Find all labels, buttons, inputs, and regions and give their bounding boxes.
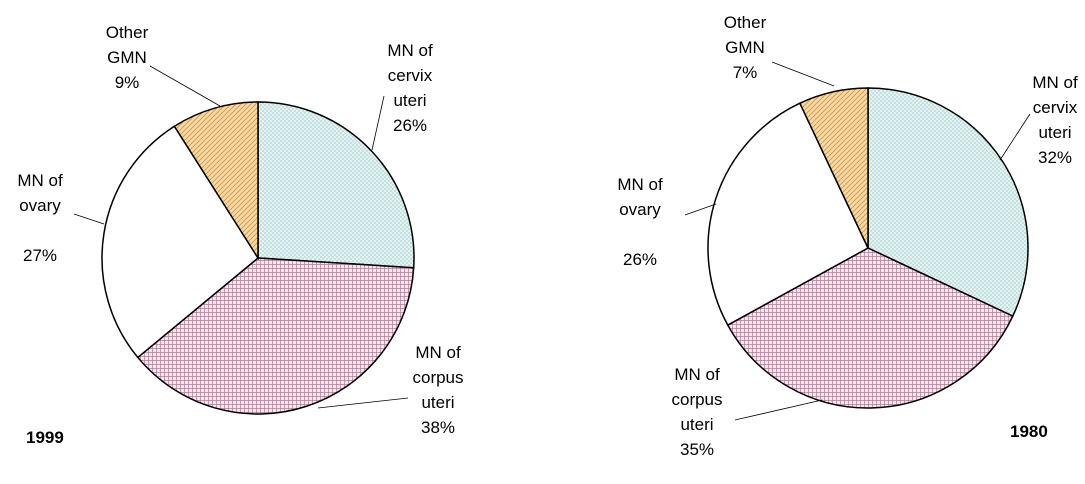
slice-label: MN of cervix uteri: [387, 41, 433, 110]
leader-line: [684, 203, 717, 216]
slice-value-label: 26%: [622, 250, 658, 269]
pie-slice: [726, 247, 1014, 409]
leader-line: [149, 65, 221, 107]
leader-line: [317, 397, 409, 409]
pie-slice: [257, 101, 415, 269]
slice-value-label: 35%: [679, 440, 715, 459]
slice-value-label: 26%: [392, 116, 428, 135]
leader-line: [371, 95, 385, 151]
pie-slice: [798, 87, 869, 249]
slice-value-label: 38%: [420, 418, 456, 437]
leader-line: [999, 113, 1031, 161]
leader-line: [73, 213, 105, 225]
chart-title: 1980: [1010, 422, 1048, 441]
slice-label: Other GMN: [105, 23, 149, 67]
slice-label: MN of ovary: [17, 171, 63, 215]
leader-line: [734, 399, 823, 421]
slice-value-label: 32%: [1037, 148, 1073, 167]
slice-label: Other GMN: [723, 13, 767, 57]
slice-label: MN of corpus uteri: [671, 365, 723, 434]
pie-slice: [707, 102, 869, 327]
slice-value-label: 7%: [732, 63, 758, 82]
chart-title: 1999: [26, 428, 64, 447]
leader-line: [771, 61, 835, 87]
pie-slice: [173, 101, 259, 261]
slice-value-label: 27%: [22, 246, 58, 265]
slice-value-label: 9%: [114, 73, 140, 92]
pie-slice: [867, 87, 1029, 318]
pie-slice: [101, 125, 259, 359]
slice-label: MN of ovary: [617, 175, 663, 219]
pie-slice: [136, 257, 415, 415]
slice-label: MN of cervix uteri: [1032, 73, 1078, 142]
slice-label: MN of corpus uteri: [412, 343, 464, 412]
